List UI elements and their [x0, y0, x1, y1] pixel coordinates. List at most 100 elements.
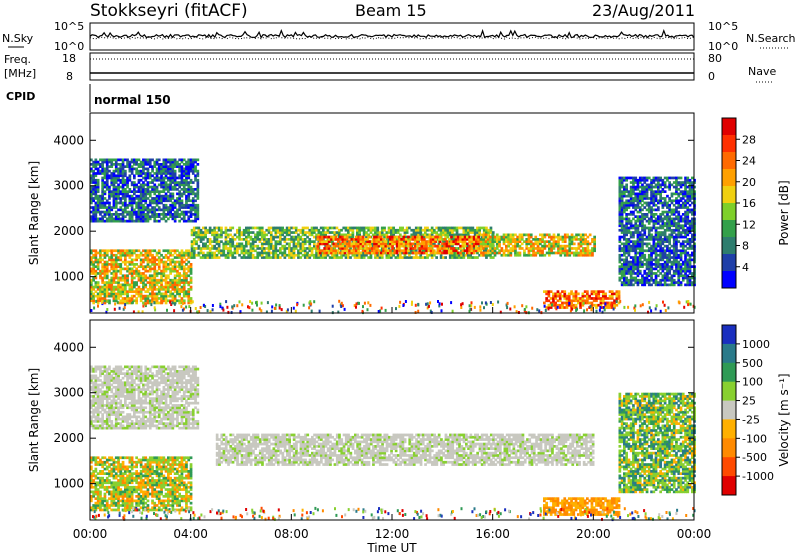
- power-cell: [425, 244, 428, 248]
- power-cell: [460, 253, 463, 257]
- power-cell: [601, 297, 605, 300]
- power-cell: [204, 256, 207, 259]
- power-cell: [130, 290, 134, 293]
- power-cell: [643, 206, 647, 209]
- power-cell: [94, 160, 98, 164]
- power-cell: [189, 267, 193, 271]
- power-cell: [618, 249, 622, 253]
- power-cell: [588, 294, 591, 298]
- power-data: [90, 158, 696, 315]
- power-cell: [558, 303, 562, 307]
- power-cell: [195, 235, 198, 239]
- power-cell: [144, 160, 148, 164]
- power-cell: [629, 226, 633, 230]
- power-cell: [654, 283, 658, 287]
- power-cell: [276, 235, 280, 239]
- power-cell: [99, 274, 102, 278]
- power-cell: [124, 203, 127, 207]
- power-cell: [375, 249, 379, 253]
- power-cell: [185, 292, 188, 296]
- power-cell: [99, 253, 102, 257]
- power-cell: [567, 292, 571, 296]
- power-cell: [178, 181, 181, 184]
- power-cell: [437, 226, 441, 230]
- power-cell: [119, 272, 123, 275]
- power-cell: [139, 201, 143, 205]
- power-cell: [638, 181, 642, 184]
- power-cell: [267, 238, 271, 241]
- power-cell: [204, 233, 207, 237]
- power-cell: [425, 235, 428, 239]
- power-cell: [414, 253, 418, 257]
- power-cell: [137, 169, 141, 173]
- power-cell: [582, 233, 585, 237]
- power-cell: [279, 228, 282, 232]
- power-cell: [370, 251, 374, 255]
- power-cell: [461, 249, 465, 253]
- freq-unit: [MHz]: [4, 67, 36, 80]
- power-cell: [652, 244, 656, 248]
- power-cell: [548, 233, 551, 237]
- power-cell: [126, 253, 129, 257]
- power-cell: [509, 242, 513, 246]
- power-cell: [155, 203, 159, 207]
- power-cell: [429, 249, 433, 253]
- power-cell: [357, 251, 360, 255]
- power-cell: [654, 253, 658, 257]
- power-cell: [128, 197, 132, 200]
- power-cell: [498, 251, 501, 255]
- power-cell: [124, 258, 127, 262]
- power-cell: [476, 228, 479, 232]
- power-cell: [185, 197, 188, 200]
- power-cell: [561, 301, 564, 305]
- power-cell: [432, 251, 435, 255]
- power-cell: [424, 231, 427, 234]
- power-cell: [485, 249, 488, 253]
- power-cell: [547, 292, 551, 296]
- power-cell: [164, 276, 168, 280]
- power-cell: [561, 244, 565, 248]
- power-cell: [153, 269, 157, 273]
- power-cell: [215, 226, 219, 230]
- power-cell: [318, 238, 322, 241]
- power-cell: [135, 272, 138, 275]
- power-cell: [319, 233, 323, 237]
- power-cell: [194, 219, 197, 223]
- power-cell: [627, 253, 631, 257]
- power-cell: [108, 281, 111, 284]
- power-cell: [659, 224, 662, 228]
- power-cell: [472, 238, 476, 241]
- power-cell: [164, 208, 168, 212]
- power-cell: [187, 160, 191, 164]
- power-cell: [96, 163, 100, 166]
- power-cell: [647, 210, 651, 214]
- power-cell: [96, 258, 100, 262]
- power-cell: [119, 208, 123, 212]
- power-cell: [556, 303, 560, 307]
- power-cell: [144, 158, 148, 162]
- power-cell: [438, 247, 442, 250]
- power-cell: [463, 240, 467, 243]
- power-cell: [475, 240, 478, 243]
- power-cell: [119, 169, 123, 173]
- power-cell: [247, 233, 250, 237]
- power-cell: [457, 253, 461, 257]
- power-cell: [495, 240, 499, 243]
- power-cell: [525, 244, 529, 248]
- power-cell: [191, 167, 195, 171]
- power-cell: [180, 210, 184, 214]
- power-cell: [319, 256, 323, 259]
- power-cell: [157, 258, 161, 262]
- power-cell: [432, 238, 435, 241]
- power-cell: [543, 244, 547, 248]
- power-cell: [135, 249, 138, 253]
- power-cell: [629, 265, 633, 268]
- power-cell: [94, 260, 98, 264]
- power-cell: [477, 240, 480, 243]
- cpid-strip: CPID normal 150: [6, 84, 171, 112]
- power-cell: [110, 208, 114, 212]
- power-cell: [325, 251, 329, 255]
- power-cell: [226, 256, 230, 259]
- power-cell: [568, 235, 572, 239]
- power-cell: [155, 208, 159, 212]
